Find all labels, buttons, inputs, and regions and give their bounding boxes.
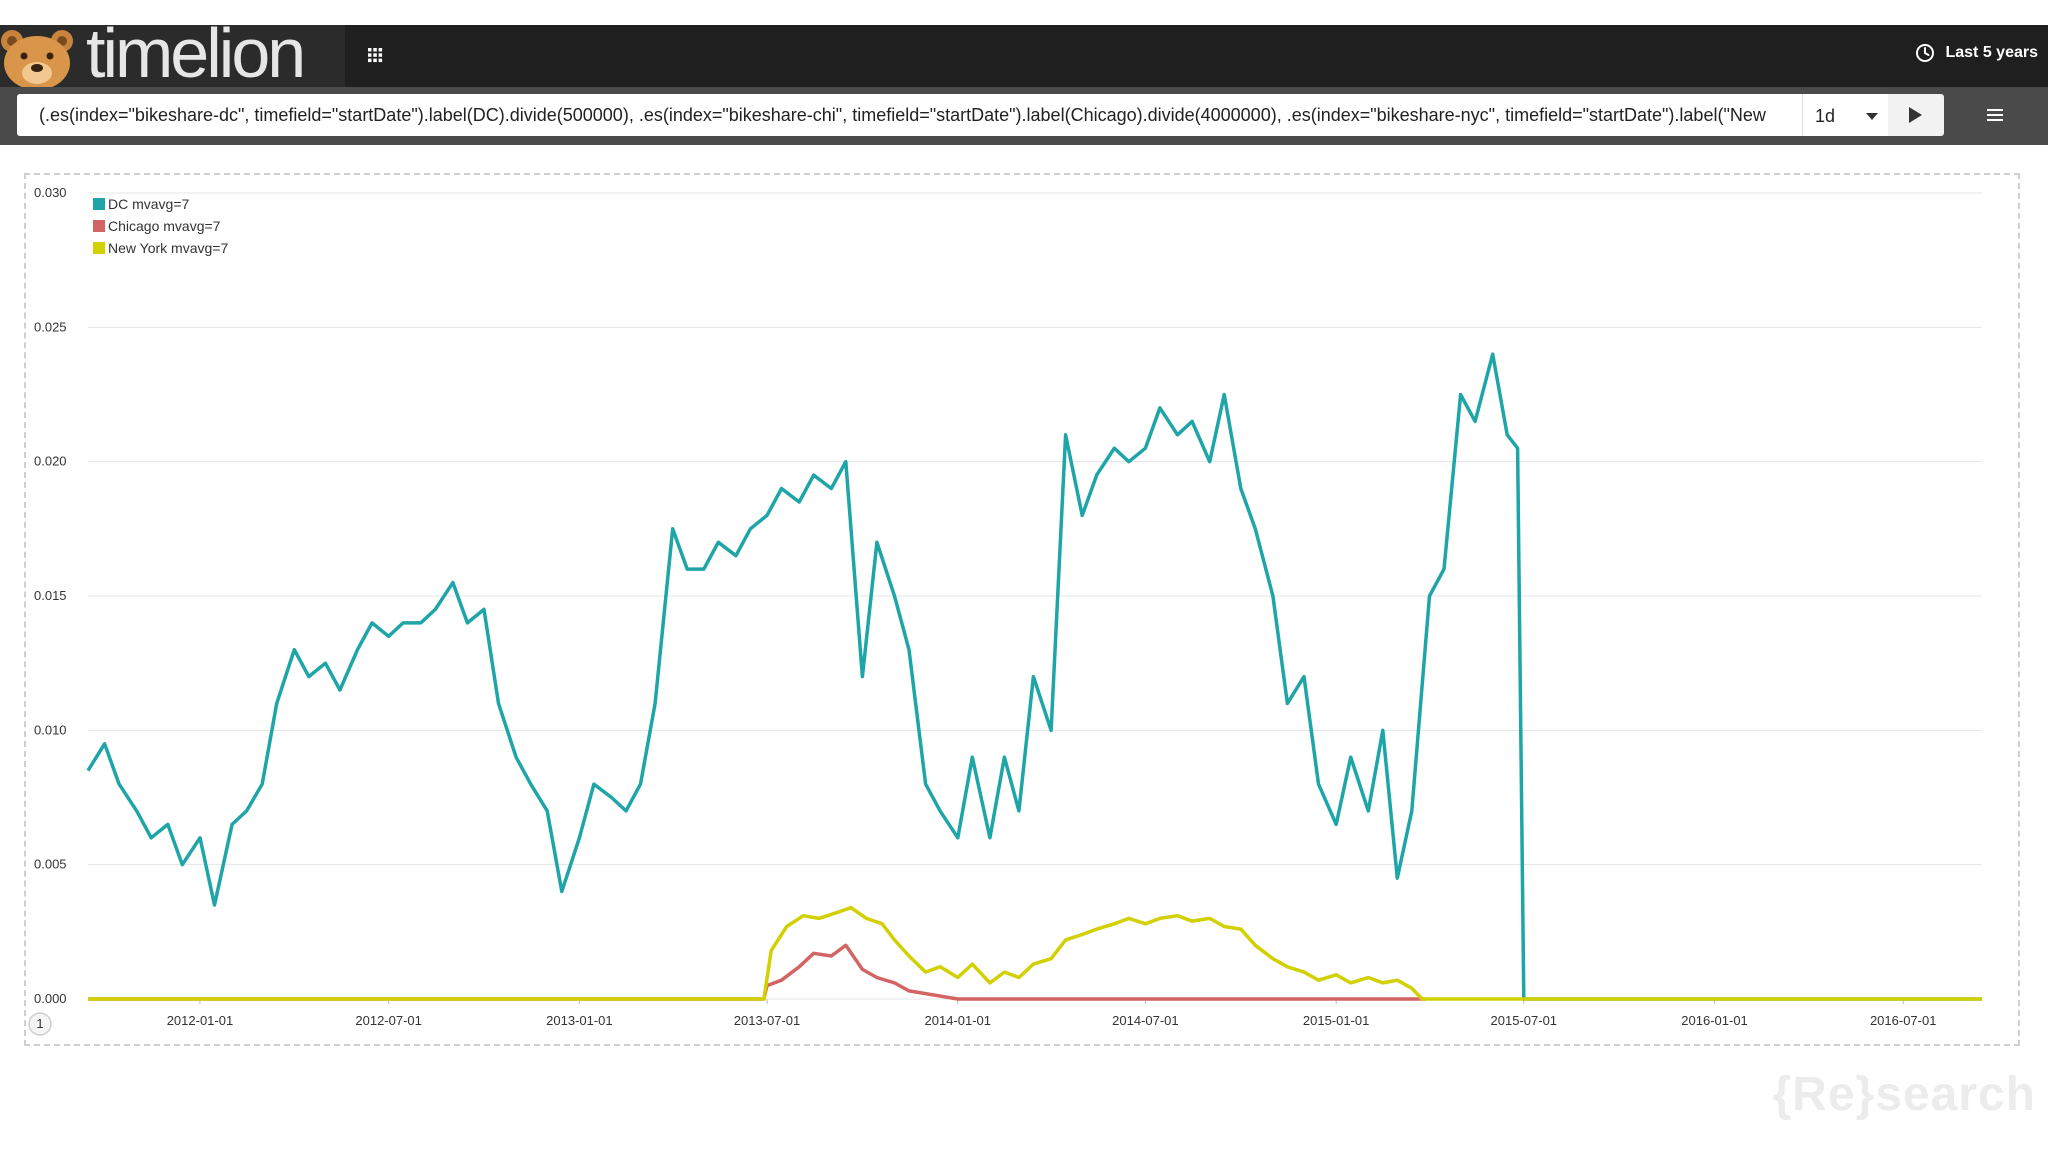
y-tick-label: 0.010: [34, 722, 67, 737]
time-range-picker[interactable]: Last 5 years: [1915, 41, 2038, 65]
info-icon-glyph: 1: [36, 1016, 43, 1031]
legend-swatch: [93, 198, 105, 210]
series-line: [88, 943, 1426, 1001]
app-header: timelion Last 5 years: [0, 16, 2048, 90]
y-tick-label: 0.000: [34, 991, 67, 1006]
query-bar: (.es(index="bikeshare-dc", timefield="st…: [0, 87, 2048, 145]
x-tick-label: 2016-07-01: [1870, 1013, 1937, 1028]
legend-swatch: [93, 242, 105, 254]
x-tick-label: 2015-07-01: [1491, 1013, 1558, 1028]
x-tick-label: 2013-07-01: [734, 1013, 801, 1028]
timelion-logo[interactable]: timelion: [0, 16, 345, 90]
x-tick-label: 2013-01-01: [546, 1013, 613, 1028]
x-tick-label: 2014-01-01: [925, 1013, 992, 1028]
run-button[interactable]: [1888, 94, 1944, 136]
app-name: timelion: [86, 14, 306, 92]
y-tick-label: 0.025: [34, 319, 67, 334]
grid-icon[interactable]: [365, 45, 385, 65]
x-tick-label: 2012-01-01: [167, 1013, 234, 1028]
watermark-text: {Re}search: [1772, 1068, 2036, 1121]
y-tick-label: 0.015: [34, 588, 67, 603]
x-tick-label: 2016-01-01: [1681, 1013, 1748, 1028]
interval-select[interactable]: 1d: [1802, 94, 1888, 136]
legend-swatch: [93, 220, 105, 232]
interval-value: 1d: [1815, 106, 1836, 126]
x-tick-label: 2012-07-01: [355, 1013, 422, 1028]
y-tick-label: 0.020: [34, 454, 67, 469]
legend-label: DC mvavg=7: [108, 196, 190, 212]
expression-input[interactable]: (.es(index="bikeshare-dc", timefield="st…: [17, 94, 1802, 136]
play-icon: [1909, 107, 1922, 123]
x-tick-label: 2014-07-01: [1112, 1013, 1179, 1028]
clock-icon: [1916, 44, 1935, 62]
legend-label: New York mvavg=7: [108, 240, 228, 256]
hamburger-icon[interactable]: [1986, 106, 2004, 124]
legend-label: Chicago mvavg=7: [108, 218, 221, 234]
y-tick-label: 0.005: [34, 857, 67, 872]
caret-down-icon: [1866, 113, 1878, 120]
x-tick-label: 2015-01-01: [1303, 1013, 1370, 1028]
chart-panel: 0.000 0.005 0.010 0.015 0.020 0.025 0.030 2012-…: [24, 173, 2020, 1046]
bear-icon: [1, 30, 73, 89]
line-chart: 0.000 0.005 0.010 0.015 0.020 0.025 0.030 2012-…: [28, 185, 1982, 1036]
series-line: [86, 352, 1982, 1001]
info-icon: [28, 1012, 52, 1036]
series-line: [88, 905, 1982, 1001]
time-range-label: Last 5 years: [1945, 44, 2038, 61]
y-tick-label: 0.030: [34, 185, 67, 200]
